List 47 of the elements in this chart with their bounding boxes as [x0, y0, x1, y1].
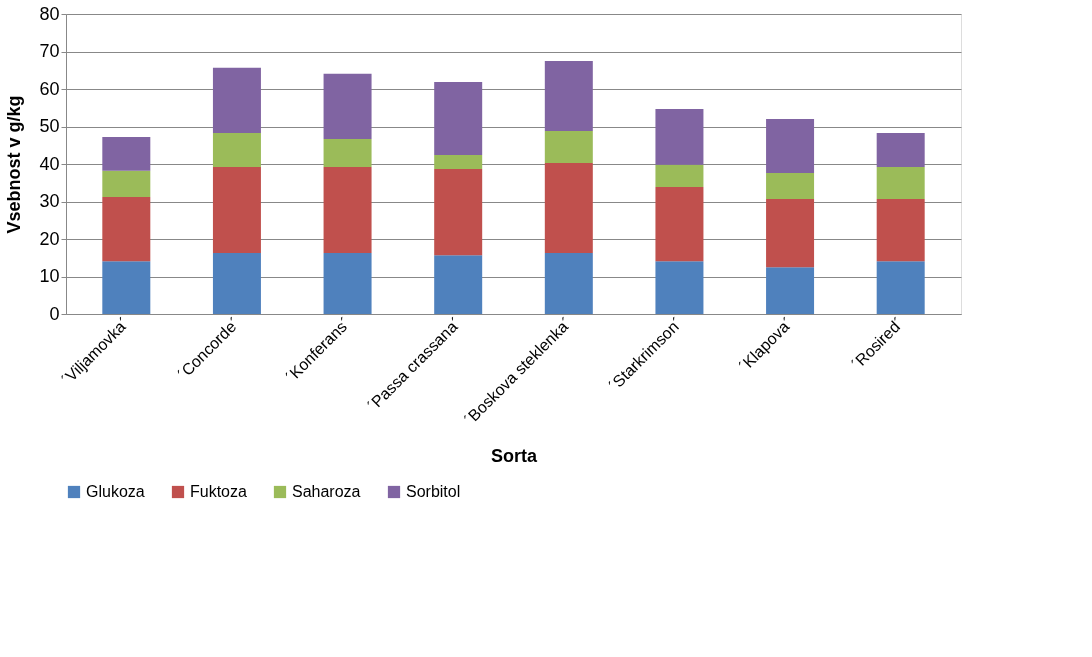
- bar: [212, 67, 261, 133]
- bar: [766, 119, 815, 173]
- bar: [212, 167, 261, 253]
- bar: [876, 132, 925, 167]
- bar: [102, 261, 151, 314]
- bar: [323, 138, 372, 167]
- y-tick-label: 70: [39, 41, 60, 61]
- bar: [323, 167, 372, 253]
- bar: [544, 131, 593, 163]
- bar: [655, 164, 704, 187]
- bar: [876, 261, 925, 314]
- y-tick-label: 40: [39, 153, 60, 174]
- bar: [544, 162, 593, 253]
- y-tick-label: 20: [39, 228, 60, 249]
- legend-label: Saharoza: [292, 483, 361, 500]
- bar: [766, 173, 815, 199]
- legend-label: Sorbitol: [406, 483, 461, 500]
- legend-label: Fuktoza: [190, 483, 248, 500]
- bar: [434, 168, 483, 256]
- legend-label: Glukoza: [86, 483, 145, 500]
- bar: [434, 255, 483, 314]
- x-axis-title: Sorta: [490, 446, 538, 467]
- y-tick-label: 80: [39, 3, 60, 24]
- bar: [434, 155, 483, 169]
- bar: [212, 252, 261, 314]
- bar: [323, 252, 372, 314]
- bar: [544, 60, 593, 131]
- bar: [102, 170, 151, 197]
- bar: [876, 167, 925, 199]
- y-axis-title: Vsebnost v g/kg: [4, 95, 25, 234]
- y-tick-label: 10: [39, 266, 60, 286]
- y-tick-label: 0: [49, 303, 60, 324]
- bar: [212, 132, 261, 167]
- bar: [544, 252, 593, 314]
- bar: [655, 108, 704, 165]
- y-tick-label: 30: [39, 191, 60, 211]
- bar: [655, 186, 704, 262]
- bar: [102, 197, 151, 262]
- bar: [766, 267, 815, 314]
- y-tick-label: 50: [39, 116, 60, 136]
- bar: [323, 73, 372, 139]
- bar: [434, 81, 483, 155]
- bar: [876, 198, 925, 262]
- y-tick-label: 60: [39, 78, 60, 99]
- bar: [102, 137, 151, 171]
- bar: [766, 198, 815, 268]
- bar: [655, 261, 704, 314]
